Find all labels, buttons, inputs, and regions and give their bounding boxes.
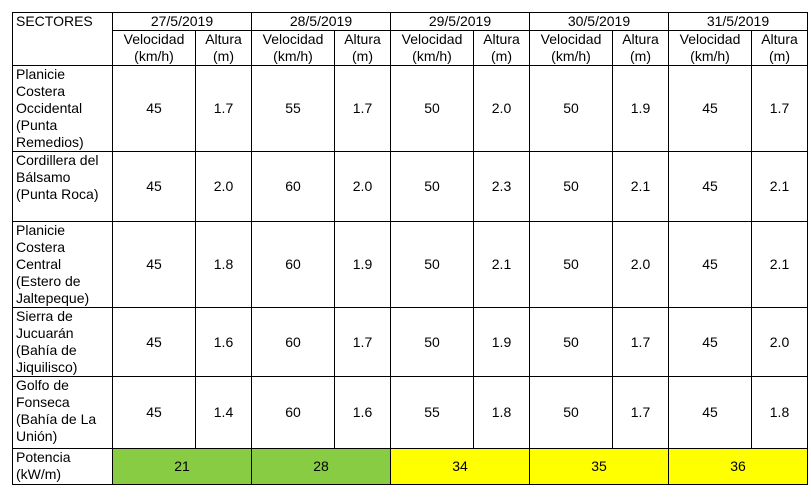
power-value: 35 (529, 448, 669, 485)
speed-value: 50 (529, 221, 613, 308)
height-value: 1.7 (612, 307, 669, 377)
speed-value: 45 (668, 151, 752, 222)
speed-header: Velocidad (km/h) (112, 30, 196, 66)
height-value: 1.9 (473, 307, 530, 377)
sector-row: Golfo de Fonseca (Bahía de La Unión) 45 1.… (12, 376, 808, 449)
date-header: 29/5/2019 (390, 12, 530, 31)
date-header: 30/5/2019 (529, 12, 669, 31)
speed-value: 45 (112, 151, 196, 222)
height-value: 1.8 (751, 376, 808, 449)
height-value: 1.9 (334, 221, 391, 308)
speed-value: 50 (390, 65, 474, 152)
height-value: 1.6 (334, 376, 391, 449)
speed-value: 45 (112, 376, 196, 449)
sector-name: Planicie Costera Occidental (Punta Remed… (12, 65, 113, 152)
speed-value: 45 (668, 221, 752, 308)
speed-value: 45 (668, 307, 752, 377)
speed-value: 50 (390, 307, 474, 377)
sectors-header: SECTORES (12, 12, 113, 66)
speed-header: Velocidad (km/h) (251, 30, 335, 66)
height-value: 1.7 (612, 376, 669, 449)
height-value: 1.7 (751, 65, 808, 152)
height-header: Altura (m) (473, 30, 530, 66)
sector-row: Cordillera del Bálsamo (Punta Roca) 45 2.0… (12, 151, 808, 222)
height-value: 1.4 (195, 376, 252, 449)
speed-value: 60 (251, 151, 335, 222)
power-label: Potencia (kW/m) (12, 448, 113, 485)
speed-value: 45 (112, 221, 196, 308)
height-value: 1.7 (334, 65, 391, 152)
height-value: 1.7 (195, 65, 252, 152)
speed-value: 50 (390, 151, 474, 222)
height-value: 2.1 (751, 221, 808, 308)
power-value: 21 (112, 448, 252, 485)
power-row: Potencia (kW/m) 21 28 34 35 36 (12, 448, 808, 485)
sector-name: Cordillera del Bálsamo (Punta Roca) (12, 151, 113, 222)
height-value: 2.1 (612, 151, 669, 222)
speed-value: 55 (251, 65, 335, 152)
height-value: 2.0 (612, 221, 669, 308)
speed-value: 60 (251, 221, 335, 308)
speed-header: Velocidad (km/h) (668, 30, 752, 66)
height-value: 2.0 (473, 65, 530, 152)
height-value: 1.9 (612, 65, 669, 152)
sector-row: Planicie Costera Central (Estero de Jalt… (12, 221, 808, 308)
date-header: 27/5/2019 (112, 12, 252, 31)
power-value: 28 (251, 448, 391, 485)
data-table: SECTORES 27/5/2019 28/5/2019 29/5/2019 30/5/… (12, 12, 808, 485)
sector-name: Golfo de Fonseca (Bahía de La Unión) (12, 376, 113, 449)
height-header: Altura (m) (195, 30, 252, 66)
speed-value: 50 (390, 221, 474, 308)
speed-value: 50 (529, 376, 613, 449)
speed-value: 45 (668, 376, 752, 449)
speed-value: 45 (668, 65, 752, 152)
speed-value: 45 (112, 307, 196, 377)
date-header: 31/5/2019 (668, 12, 808, 31)
speed-header: Velocidad (km/h) (390, 30, 474, 66)
power-value: 34 (390, 448, 530, 485)
height-value: 1.7 (334, 307, 391, 377)
header-row: SECTORES 27/5/2019 28/5/2019 29/5/2019 30/5/… (12, 12, 808, 66)
sector-row: Planicie Costera Occidental (Punta Remed… (12, 65, 808, 152)
height-header: Altura (m) (751, 30, 808, 66)
height-value: 2.3 (473, 151, 530, 222)
sector-row: Sierra de Jucuarán (Bahía de Jiquilisco)… (12, 307, 808, 377)
subheader-row: Velocidad (km/h) Altura (m) Velocidad (km/… (13, 30, 808, 66)
speed-value: 50 (529, 151, 613, 222)
height-value: 2.1 (473, 221, 530, 308)
date-header: 28/5/2019 (251, 12, 391, 31)
power-value: 36 (668, 448, 808, 485)
height-value: 2.0 (334, 151, 391, 222)
height-header: Altura (m) (612, 30, 669, 66)
speed-value: 60 (251, 307, 335, 377)
height-value: 2.1 (751, 151, 808, 222)
speed-value: 50 (529, 307, 613, 377)
speed-value: 50 (529, 65, 613, 152)
sector-name: Sierra de Jucuarán (Bahía de Jiquilisco) (12, 307, 113, 377)
sector-name: Planicie Costera Central (Estero de Jalt… (12, 221, 113, 308)
height-value: 2.0 (195, 151, 252, 222)
height-header: Altura (m) (334, 30, 391, 66)
speed-value: 60 (251, 376, 335, 449)
speed-value: 55 (390, 376, 474, 449)
speed-header: Velocidad (km/h) (529, 30, 613, 66)
height-value: 1.8 (195, 221, 252, 308)
speed-value: 45 (112, 65, 196, 152)
height-value: 1.8 (473, 376, 530, 449)
height-value: 2.0 (751, 307, 808, 377)
height-value: 1.6 (195, 307, 252, 377)
